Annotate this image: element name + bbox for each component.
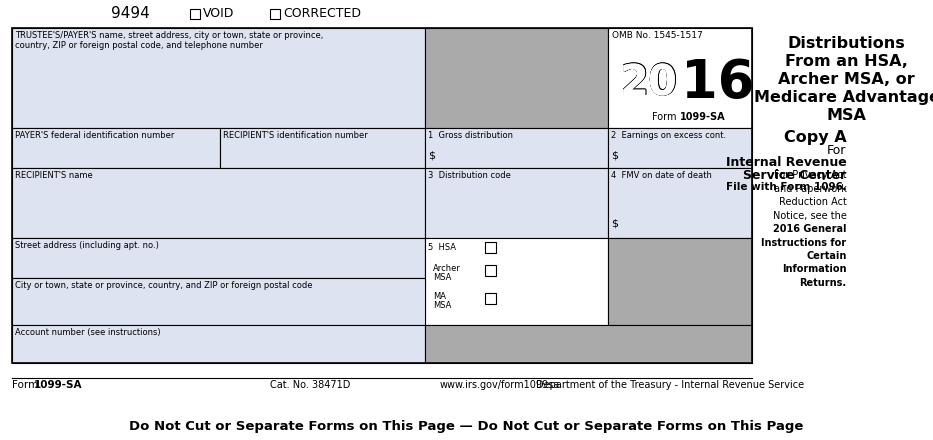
Bar (12, 278, 425, 325)
Bar (12, 28, 752, 363)
Text: Distributions: Distributions (787, 36, 905, 51)
Bar (485, 265, 496, 276)
Bar (425, 325, 752, 363)
Text: Instructions for: Instructions for (761, 238, 846, 247)
Text: 20: 20 (620, 62, 678, 104)
Text: 20: 20 (620, 62, 678, 103)
Text: Archer MSA, or: Archer MSA, or (778, 72, 915, 87)
Text: 20: 20 (620, 62, 678, 103)
Text: Street address (including apt. no.): Street address (including apt. no.) (15, 241, 159, 250)
Text: 20: 20 (620, 62, 678, 104)
Text: Form: Form (12, 380, 41, 390)
Text: TRUSTEE'S/PAYER'S name, street address, city or town, state or province,
country: TRUSTEE'S/PAYER'S name, street address, … (15, 31, 324, 51)
Text: Information: Information (782, 264, 846, 275)
Text: OMB No. 1545-1517: OMB No. 1545-1517 (612, 31, 703, 40)
Text: www.irs.gov/form1099sa: www.irs.gov/form1099sa (439, 380, 560, 390)
Bar (12, 128, 220, 168)
Bar (485, 293, 496, 304)
Text: 20: 20 (620, 62, 678, 104)
Bar (425, 28, 608, 128)
Text: Form: Form (652, 112, 680, 122)
Text: Department of the Treasury - Internal Revenue Service: Department of the Treasury - Internal Re… (536, 380, 804, 390)
Text: $: $ (611, 218, 618, 228)
Text: 20: 20 (620, 62, 678, 104)
Text: PAYER'S federal identification number: PAYER'S federal identification number (15, 131, 174, 140)
Text: RECIPIENT'S name: RECIPIENT'S name (15, 171, 92, 180)
Bar (220, 128, 425, 168)
Bar (608, 28, 752, 128)
Text: $: $ (611, 150, 618, 160)
Text: and Paperwork: and Paperwork (773, 183, 846, 194)
Text: 20: 20 (620, 62, 677, 104)
Text: $: $ (428, 150, 435, 160)
Bar (425, 128, 608, 168)
Text: From an HSA,: From an HSA, (785, 54, 908, 69)
Text: Returns.: Returns. (800, 278, 846, 288)
Text: For Privacy Act: For Privacy Act (773, 170, 846, 180)
Text: 3  Distribution code: 3 Distribution code (428, 171, 511, 180)
Bar (12, 238, 425, 278)
Text: 9494: 9494 (111, 6, 149, 21)
Text: Medicare Advantage: Medicare Advantage (754, 90, 933, 105)
Text: For: For (828, 144, 846, 157)
Text: 20: 20 (620, 62, 678, 104)
Text: 1  Gross distribution: 1 Gross distribution (428, 131, 513, 140)
Text: 16: 16 (681, 57, 755, 109)
Text: 4  FMV on date of death: 4 FMV on date of death (611, 171, 712, 180)
Text: 20: 20 (620, 62, 678, 104)
Text: File with Form 1096.: File with Form 1096. (726, 182, 846, 192)
Text: MA: MA (433, 292, 446, 301)
Text: Internal Revenue: Internal Revenue (726, 156, 846, 169)
Text: Do Not Cut or Separate Forms on This Page — Do Not Cut or Separate Forms on This: Do Not Cut or Separate Forms on This Pag… (129, 420, 803, 433)
Text: 20: 20 (620, 62, 677, 103)
Bar (190, 9, 200, 19)
Text: 20: 20 (620, 62, 678, 104)
Text: MSA: MSA (433, 301, 452, 310)
Text: RECIPIENT'S identification number: RECIPIENT'S identification number (223, 131, 368, 140)
Text: Account number (see instructions): Account number (see instructions) (15, 328, 160, 337)
Text: Archer: Archer (433, 264, 461, 273)
Text: MSA: MSA (433, 273, 452, 282)
Text: CORRECTED: CORRECTED (283, 7, 361, 20)
Text: 5  HSA: 5 HSA (428, 243, 456, 252)
Text: Notice, see the: Notice, see the (773, 210, 846, 220)
Bar (12, 168, 425, 238)
Text: City or town, state or province, country, and ZIP or foreign postal code: City or town, state or province, country… (15, 281, 313, 290)
Text: Cat. No. 38471D: Cat. No. 38471D (270, 380, 350, 390)
Bar (12, 28, 425, 128)
Text: 20: 20 (620, 62, 678, 104)
Bar (608, 238, 752, 325)
Text: Service Center: Service Center (744, 169, 846, 182)
Text: 20: 20 (620, 62, 677, 104)
Bar (608, 128, 752, 168)
Text: 1099-SA: 1099-SA (34, 380, 82, 390)
Text: Reduction Act: Reduction Act (779, 197, 846, 207)
Text: Copy A: Copy A (784, 130, 846, 145)
Bar (485, 242, 496, 253)
Bar (608, 168, 752, 238)
Bar (12, 325, 425, 363)
Text: Certain: Certain (806, 251, 846, 261)
Text: 2  Earnings on excess cont.: 2 Earnings on excess cont. (611, 131, 726, 140)
Text: MSA: MSA (827, 108, 867, 123)
Text: VOID: VOID (203, 7, 234, 20)
Bar (270, 9, 280, 19)
Text: 2016 General: 2016 General (773, 224, 846, 234)
Bar (425, 168, 608, 238)
Bar (425, 238, 608, 325)
Text: 1099-SA: 1099-SA (680, 112, 726, 122)
